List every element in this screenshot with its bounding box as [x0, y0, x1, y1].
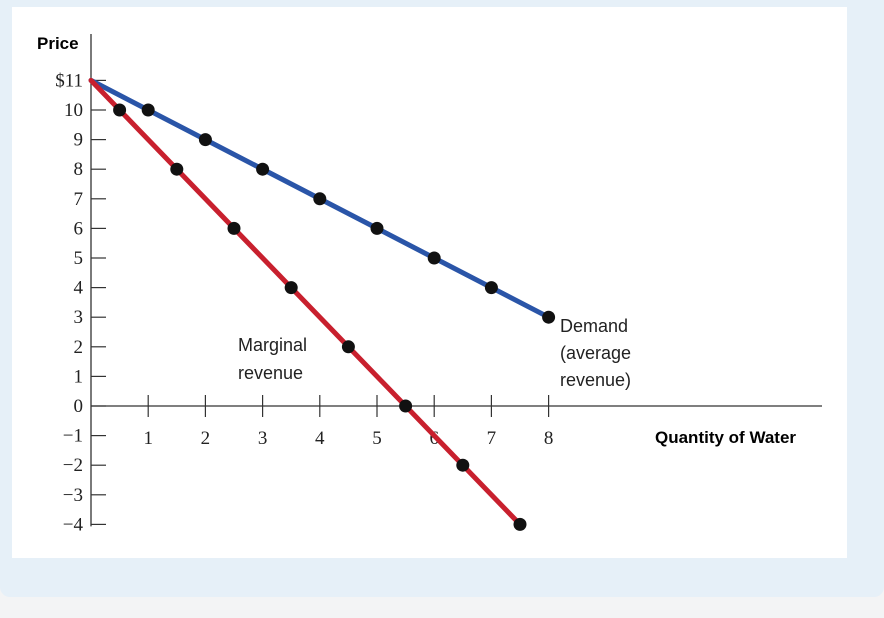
y-tick-label: 6 — [74, 218, 84, 239]
y-tick-label: −2 — [63, 455, 83, 476]
y-tick-label: 4 — [74, 278, 84, 299]
x-axis-title: Quantity of Water — [655, 428, 796, 447]
marginal-revenue-point — [456, 458, 470, 472]
marginal-revenue-annotation: Marginal revenue — [238, 335, 307, 383]
x-tick-label: 4 — [315, 428, 325, 449]
x-tick-label: 7 — [487, 428, 497, 449]
y-tick-label: 1 — [74, 366, 84, 387]
y-tick-label: 3 — [74, 307, 84, 328]
axes — [90, 34, 822, 527]
y-tick-label: 8 — [74, 159, 84, 180]
marginal-revenue-point — [513, 517, 527, 531]
x-tick-label: 2 — [201, 428, 211, 449]
marginal-revenue-point — [341, 340, 355, 354]
marginal-revenue-point — [399, 399, 413, 413]
y-tick-label: 0 — [74, 396, 84, 417]
demand-point — [313, 192, 327, 206]
x-tick-label: 3 — [258, 428, 268, 449]
demand-annotation: Demand (average revenue) — [560, 316, 631, 390]
y-tick-label: −3 — [63, 485, 83, 506]
x-tick-label: 1 — [143, 428, 153, 449]
x-tick-label: 5 — [372, 428, 382, 449]
demand-point — [198, 133, 212, 147]
chart-panel — [12, 7, 847, 558]
series-layer — [88, 77, 556, 531]
marginal-revenue-point — [170, 162, 184, 176]
y-tick-label: 5 — [74, 248, 84, 269]
demand-point — [542, 310, 556, 324]
y-tick-label: 10 — [64, 100, 83, 121]
demand-point — [256, 162, 270, 176]
y-tick-label: 2 — [74, 337, 84, 358]
marginal-revenue-annotation-line: revenue — [238, 363, 303, 383]
y-tick-label: −4 — [63, 514, 84, 535]
demand-annotation-line: revenue) — [560, 370, 631, 390]
y-axis-title: Price — [37, 34, 79, 53]
marginal-revenue-point — [284, 281, 298, 295]
demand-point — [141, 103, 155, 117]
demand-annotation-line: (average — [560, 343, 631, 363]
demand-point — [370, 221, 384, 235]
y-tick-label: −1 — [63, 426, 83, 447]
marginal-revenue-annotation-line: Marginal — [238, 335, 307, 355]
marginal-revenue-line — [88, 77, 523, 527]
marginal-revenue-point — [113, 103, 127, 117]
demand-point — [484, 281, 498, 295]
y-tick-label: 7 — [74, 189, 84, 210]
x-tick-label: 8 — [544, 428, 554, 449]
y-tick-label: $11 — [55, 70, 83, 91]
y-tick-label: 9 — [74, 130, 84, 151]
demand-annotation-line: Demand — [560, 316, 628, 336]
demand-point — [427, 251, 441, 265]
marginal-revenue-point — [227, 221, 241, 235]
